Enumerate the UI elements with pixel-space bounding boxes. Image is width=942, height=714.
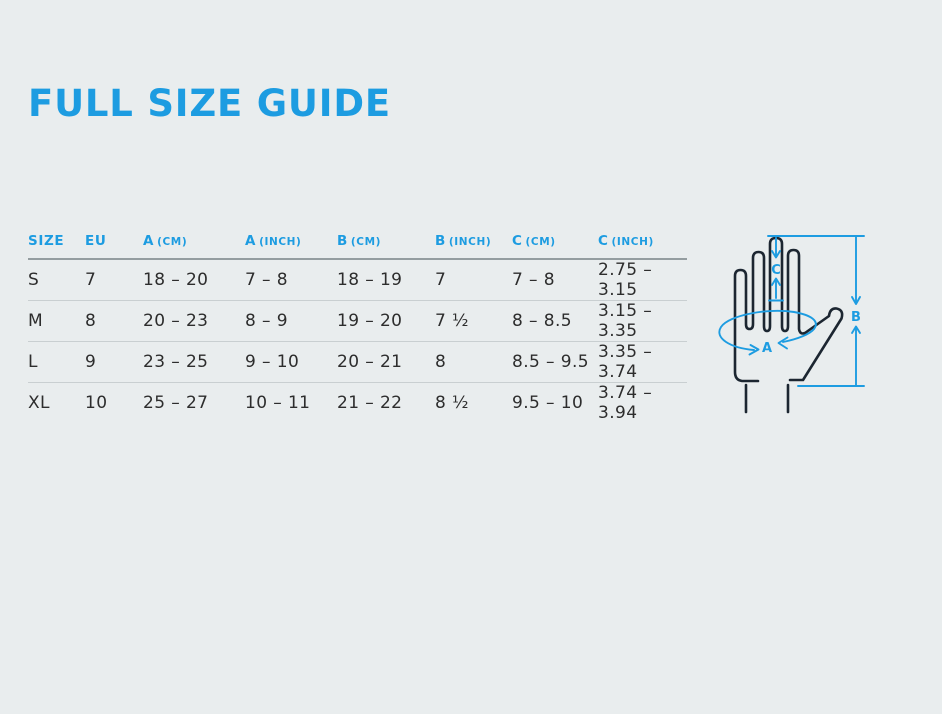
table-cell: 18 – 19 (337, 259, 435, 301)
table-cell: 7 ½ (435, 300, 512, 342)
column-header-label: B (337, 233, 348, 249)
column-header-label: EU (85, 233, 107, 249)
table-cell: 9 – 10 (245, 341, 337, 383)
column-header-label: A (245, 233, 257, 249)
table-cell: L (28, 341, 85, 383)
hand-outline-icon (733, 236, 844, 414)
column-header-label: C (598, 233, 609, 249)
column-header-unit: (INCH) (259, 236, 302, 248)
column-header-b-cm: B (CM) (337, 222, 435, 260)
table-cell: 19 – 20 (337, 300, 435, 342)
measure-a-label: A (762, 341, 772, 356)
table-row-l: L 9 23 – 25 9 – 10 20 – 21 8 8.5 – 9.5 3… (28, 341, 687, 383)
table-cell: 8 ½ (435, 393, 469, 413)
column-header-a-inch: A (INCH) (245, 222, 337, 260)
measure-c-label: C (771, 263, 781, 278)
table-row-m: M 8 20 – 23 8 – 9 19 – 20 7 ½ 8 – 8.5 3.… (28, 300, 687, 342)
table-cell: 9.5 – 10 (512, 393, 584, 413)
table-cell: 9 (85, 341, 143, 383)
column-header-label: C (512, 233, 523, 249)
table-cell: M (28, 300, 85, 342)
measure-c-annotation: C (768, 237, 784, 302)
measure-b-annotation: B (767, 235, 865, 387)
table-cell: 8 (85, 300, 143, 342)
table-cell: 20 – 23 (143, 300, 245, 342)
table-cell: 25 – 27 (143, 393, 209, 413)
table-cell: 7 (435, 259, 512, 301)
column-header-label: A (143, 233, 155, 249)
column-header-unit: (INCH) (448, 236, 492, 248)
table-cell: 8 – 8.5 (512, 300, 598, 342)
table-cell: 8 – 9 (245, 300, 337, 342)
measure-b-label: B (851, 310, 861, 325)
table-cell: 3.35 – 3.74 (598, 341, 687, 383)
table-cell: 10 – 11 (245, 393, 311, 413)
table-row-xl: XL 10 25 – 27 10 – 11 21 – 22 8 ½ 9.5 – … (28, 383, 687, 423)
column-header-unit: (CM) (157, 236, 188, 248)
table-cell: 23 – 25 (143, 341, 245, 383)
table-row-s: S 7 18 – 20 7 – 8 18 – 19 7 7 – 8 2.75 –… (28, 259, 687, 301)
table-cell: S (28, 259, 85, 301)
table-cell: XL (28, 393, 50, 413)
table-cell: 7 – 8 (245, 259, 337, 301)
table-cell: 8.5 – 9.5 (512, 341, 598, 383)
table-header-row: SIZE EU A (CM) A (INCH) B (CM) B (INCH) C (CM… (28, 222, 687, 260)
column-header-c-cm: C (CM) (512, 222, 598, 260)
column-header-unit: (CM) (525, 236, 556, 248)
table-cell: 7 (85, 259, 143, 301)
page-title: FULL SIZE GUIDE (28, 82, 391, 125)
hand-measurement-diagram: C B A (718, 235, 865, 414)
table-cell: 3.15 – 3.35 (598, 300, 687, 342)
table-cell: 10 (85, 393, 108, 413)
column-header-eu: EU (85, 222, 143, 260)
column-header-label: SIZE (28, 233, 65, 249)
column-header-label: B (435, 233, 446, 249)
table-cell: 2.75 – 3.15 (598, 259, 687, 301)
column-header-unit: (INCH) (611, 236, 654, 248)
column-header-a-cm: A (CM) (143, 222, 245, 260)
table-cell: 7 – 8 (512, 259, 598, 301)
column-header-b-inch: B (INCH) (435, 222, 512, 260)
measure-a-annotation: A (718, 309, 817, 356)
table-cell: 8 (435, 341, 512, 383)
column-header-size: SIZE (28, 222, 85, 260)
table-cell: 20 – 21 (337, 341, 435, 383)
column-header-c-inch: C (INCH) (598, 222, 687, 260)
table-cell: 3.74 – 3.94 (598, 383, 653, 423)
column-header-unit: (CM) (350, 236, 382, 248)
size-table: SIZE EU A (CM) A (INCH) B (CM) B (INCH) C (CM… (28, 222, 687, 423)
table-cell: 21 – 22 (337, 393, 403, 413)
table-cell: 18 – 20 (143, 259, 245, 301)
